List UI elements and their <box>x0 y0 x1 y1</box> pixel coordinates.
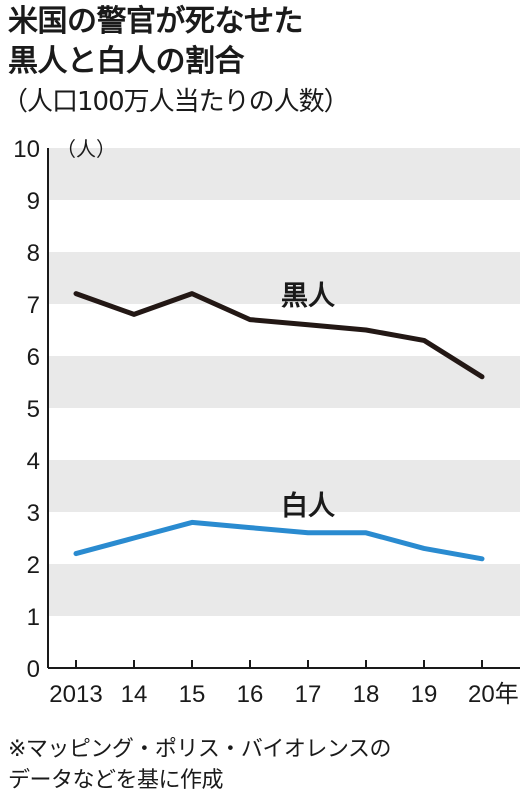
axes <box>47 148 520 669</box>
chart-subtitle: （人口100万人当たりの人数） <box>2 87 350 117</box>
chart-title: 米国の警官が死なせた 黒人と白人の割合 <box>8 2 304 82</box>
y-tick-label: 9 <box>27 188 40 215</box>
x-tick-labels: 2013 14 15 16 17 18 19 20年 <box>49 660 519 708</box>
grid-bands <box>48 148 520 616</box>
y-tick-label: 6 <box>27 344 40 371</box>
y-tick-label: 4 <box>27 448 40 475</box>
y-tick-labels: 0 1 2 3 4 5 6 7 8 9 10 <box>13 136 40 683</box>
title-line-1: 米国の警官が死なせた <box>8 4 304 39</box>
series-line <box>73 519 485 562</box>
x-tick-label: 18 <box>353 681 380 708</box>
y-tick-label: 3 <box>27 500 40 527</box>
x-tick-label: 14 <box>121 681 148 708</box>
grid-band <box>48 148 520 200</box>
source-line-2: データなどを基に作成 <box>8 768 224 793</box>
grid-band <box>48 564 520 616</box>
source-note: ※マッピング・ポリス・バイオレンスの データなどを基に作成 <box>8 734 392 796</box>
source-line-1: ※マッピング・ポリス・バイオレンスの <box>8 737 392 762</box>
y-tick-label: 10 <box>13 136 40 163</box>
x-tick-label: 17 <box>295 681 322 708</box>
series-line <box>73 291 485 380</box>
x-tick-label: 2013 <box>49 681 102 708</box>
series-lines <box>73 291 485 562</box>
y-tick-label: 1 <box>27 604 40 631</box>
grid-band <box>48 356 520 408</box>
y-tick-label: 7 <box>27 292 40 319</box>
grid-band <box>48 460 520 512</box>
y-axis-unit: （人） <box>56 137 116 161</box>
y-tick-label: 5 <box>27 396 40 423</box>
series-label: 黒人 <box>281 281 335 312</box>
series-label: 白人 <box>281 490 335 522</box>
y-tick-label: 0 <box>27 656 40 683</box>
grid-band <box>48 252 520 304</box>
title-line-2: 黒人と白人の割合 <box>8 44 245 79</box>
y-tick-label: 2 <box>27 552 40 579</box>
x-tick-label: 15 <box>179 681 206 708</box>
x-tick-label: 19 <box>411 681 438 708</box>
x-tick-label: 16 <box>237 681 264 708</box>
y-tick-label: 8 <box>27 240 40 267</box>
x-tick-label: 20年 <box>468 681 519 708</box>
